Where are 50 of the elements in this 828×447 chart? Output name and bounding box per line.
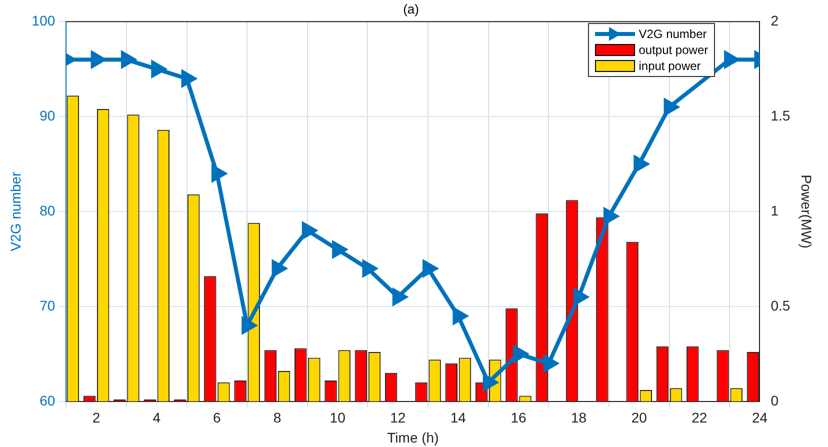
y-axis-title: V2G number [7,171,24,252]
point [362,260,378,277]
point [664,98,679,116]
x-tick-label: 20 [631,410,648,426]
x-tick-label: 10 [330,410,346,426]
legend-label: V2G number [638,26,707,42]
x-tick-label: 24 [752,410,768,426]
y2-tick-label: 0 [770,392,779,408]
point [543,354,558,372]
y-tick-label: 100 [32,12,56,28]
point [634,156,649,172]
y2-tick-label: 1.5 [770,107,790,124]
y-tick-label: 70 [40,297,56,314]
y-tick-label: 90 [40,107,56,124]
point [211,165,226,182]
y2-tick-label: 0.5 [770,297,790,314]
point [332,241,348,258]
y-tick-label: 80 [40,202,56,218]
x-axis-title: Time (h) [387,429,439,446]
y2-tick-label: 2 [770,12,779,28]
point [482,374,498,391]
point [603,208,618,225]
x-tick-label: 12 [390,410,406,426]
point [181,70,196,87]
point [392,288,408,306]
point [272,260,287,277]
chart-title: (a) [403,1,419,16]
point [512,345,528,362]
x-tick-label: 14 [450,410,466,426]
point [120,51,136,68]
x-tick-label: 4 [152,410,161,426]
x-tick-label: 16 [510,410,526,426]
point [422,260,438,277]
point [90,51,106,68]
point [724,51,740,68]
point [573,288,588,306]
point [452,308,468,324]
x-tick-label: 2 [92,410,100,426]
legend-label: output power [638,42,708,58]
x-tick-label: 22 [692,410,708,426]
y2-tick-label: 1 [770,202,779,218]
point [302,222,317,239]
point [242,317,257,334]
point [151,60,166,78]
legend-label: input power [638,58,701,74]
y-tick-label: 60 [40,392,56,408]
x-tick-label: 8 [273,410,282,426]
y2-axis-title: Power(MW) [798,174,815,248]
x-tick-label: 6 [213,410,222,426]
x-tick-label: 18 [571,410,587,426]
